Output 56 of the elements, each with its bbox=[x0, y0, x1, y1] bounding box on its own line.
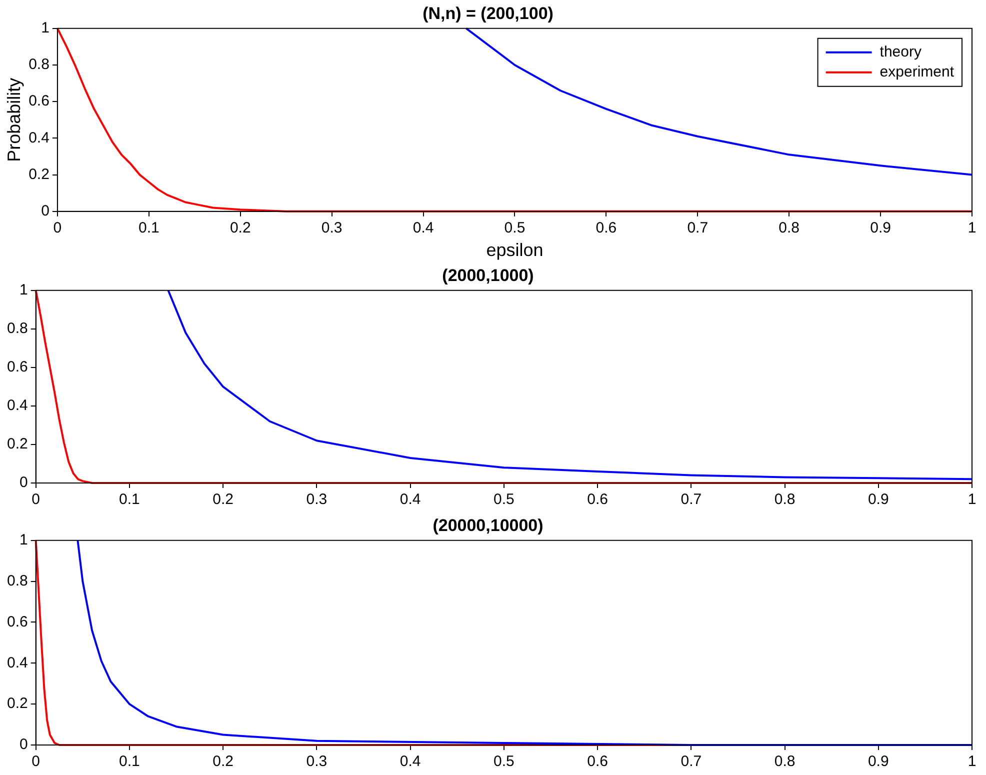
x-tick-label: 1 bbox=[968, 220, 976, 237]
x-tick-label: 0.3 bbox=[306, 753, 328, 770]
y-tick-label: 0 bbox=[20, 736, 28, 754]
y-tick-label: 0.2 bbox=[28, 166, 50, 183]
x-tick-label: 0.7 bbox=[687, 220, 708, 237]
y-tick-label: 0.6 bbox=[6, 613, 28, 630]
legend-label: theory bbox=[880, 44, 922, 61]
x-tick-label: 0.8 bbox=[774, 753, 796, 770]
x-tick-label: 0.4 bbox=[412, 220, 434, 237]
y-tick-label: 0.4 bbox=[6, 397, 28, 414]
y-axis-title: Probability bbox=[4, 78, 24, 162]
y-tick-label: 0.4 bbox=[6, 654, 28, 672]
x-tick-label: 0.6 bbox=[587, 753, 608, 770]
y-tick-label: 1 bbox=[20, 282, 28, 299]
y-tick-label: 0.8 bbox=[6, 572, 28, 590]
x-tick-label: 0.4 bbox=[400, 491, 421, 508]
y-tick-label: 0.6 bbox=[28, 92, 50, 110]
x-tick-label: 0.5 bbox=[493, 753, 514, 770]
y-tick-label: 0.4 bbox=[28, 129, 50, 146]
x-tick-label: 0.2 bbox=[230, 220, 251, 237]
x-tick-label: 0.4 bbox=[400, 753, 421, 770]
x-tick-label: 1 bbox=[968, 753, 976, 770]
legend-label: experiment bbox=[880, 64, 955, 81]
x-tick-label: 0.8 bbox=[774, 491, 796, 508]
y-tick-label: 0.8 bbox=[6, 320, 28, 338]
x-tick-label: 0.6 bbox=[587, 491, 608, 508]
chart-title: (2000,1000) bbox=[442, 266, 534, 285]
y-tick-label: 0.6 bbox=[6, 358, 28, 376]
y-tick-label: 0 bbox=[41, 202, 50, 220]
chart-title: (20000,10000) bbox=[432, 516, 544, 535]
x-tick-label: 0.9 bbox=[868, 491, 889, 508]
x-axis-title: epsilon bbox=[486, 240, 544, 260]
x-tick-label: 0.5 bbox=[493, 491, 514, 508]
x-tick-label: 0.1 bbox=[119, 491, 140, 508]
x-tick-label: 0.5 bbox=[504, 220, 526, 237]
x-tick-label: 0.6 bbox=[596, 220, 617, 237]
y-tick-label: 1 bbox=[41, 20, 50, 37]
x-tick-label: 0 bbox=[53, 220, 62, 237]
y-tick-label: 0.8 bbox=[28, 56, 50, 74]
y-tick-label: 0.2 bbox=[6, 695, 28, 712]
x-tick-label: 0.9 bbox=[868, 753, 889, 770]
x-tick-label: 0.7 bbox=[680, 491, 702, 508]
x-tick-label: 0.2 bbox=[212, 491, 234, 508]
x-tick-label: 0.1 bbox=[138, 220, 160, 237]
x-tick-label: 1 bbox=[968, 491, 976, 508]
x-tick-label: 0.3 bbox=[306, 491, 328, 508]
x-tick-label: 0.2 bbox=[212, 753, 234, 770]
x-tick-label: 0.8 bbox=[778, 220, 800, 237]
x-tick-label: 0.9 bbox=[870, 220, 891, 237]
chart-title: (N,n) = (200,100) bbox=[422, 4, 554, 23]
x-tick-label: 0.1 bbox=[119, 753, 140, 770]
y-tick-label: 0 bbox=[20, 474, 28, 492]
x-tick-label: 0.7 bbox=[680, 753, 702, 770]
y-tick-label: 1 bbox=[20, 532, 28, 549]
x-tick-label: 0.3 bbox=[321, 220, 342, 237]
y-tick-label: 0.2 bbox=[6, 436, 28, 453]
